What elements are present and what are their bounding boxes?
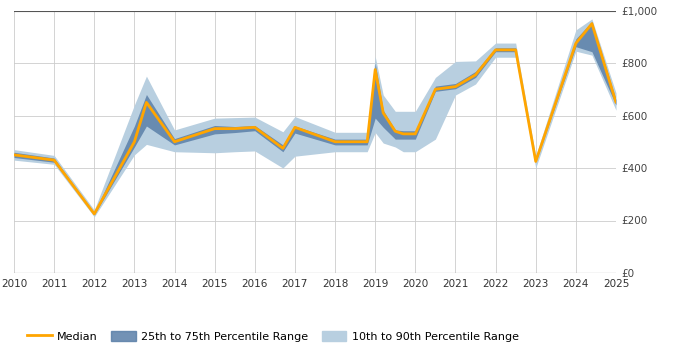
Legend: Median, 25th to 75th Percentile Range, 10th to 90th Percentile Range: Median, 25th to 75th Percentile Range, 1… (22, 327, 523, 346)
